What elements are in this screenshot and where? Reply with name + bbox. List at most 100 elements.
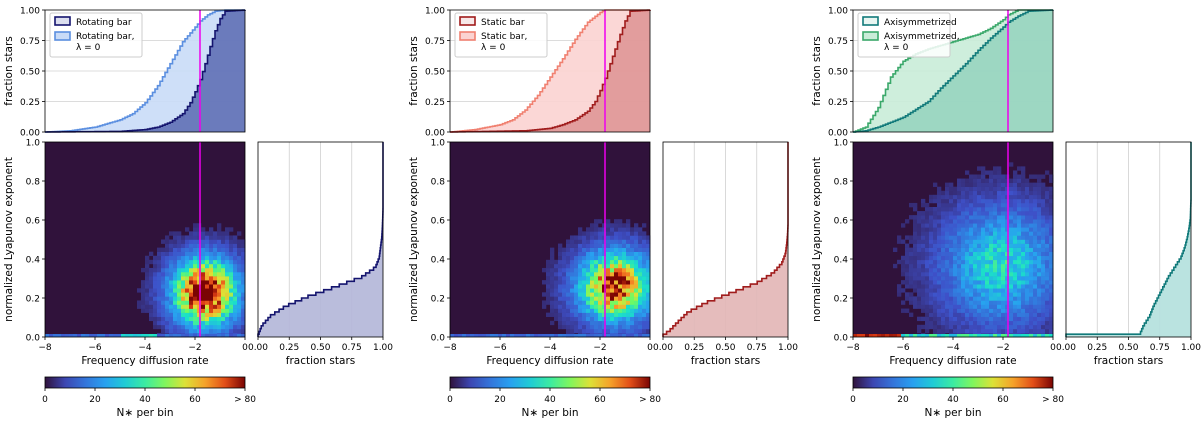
heatmap-cell <box>969 334 974 337</box>
heatmap-cell <box>225 304 230 309</box>
heatmap-cell <box>161 247 166 252</box>
heatmap-cell <box>941 259 946 265</box>
heatmap-cell <box>929 308 934 313</box>
heatmap-cell <box>993 251 998 257</box>
heatmap-cell <box>177 267 182 273</box>
heatmap-cell <box>213 288 218 293</box>
heatmap-cell <box>905 251 910 257</box>
heatmap-cell <box>1049 292 1054 297</box>
heatmap-cell <box>917 328 922 334</box>
heatmap-cell <box>225 328 230 334</box>
heatmap-cell <box>626 292 631 297</box>
heatmap-cell <box>614 239 619 244</box>
heatmap-cell <box>973 308 978 313</box>
legend-box <box>454 12 548 58</box>
heatmap-cell <box>582 251 587 257</box>
heatmap-cell <box>221 284 226 289</box>
heatmap-cell <box>586 328 591 334</box>
heatmap-cell <box>1041 296 1046 301</box>
heatmap-cell <box>913 276 918 281</box>
heatmap-cell <box>965 288 970 293</box>
heatmap-cell <box>241 267 246 273</box>
heatmap-cell <box>953 259 958 265</box>
heatmap-cell <box>997 320 1002 326</box>
heatmap-cell <box>993 227 998 232</box>
heatmap-cell <box>65 334 70 337</box>
heatmap-cell <box>1045 272 1050 277</box>
heatmap-cell <box>1041 263 1046 269</box>
heatmap-cell <box>1029 292 1034 297</box>
heatmap-cell <box>1041 174 1046 179</box>
heatmap-cell <box>546 259 551 265</box>
heatmap-cell <box>989 272 994 277</box>
heatmap-cell <box>1021 296 1026 301</box>
heatmap-cell <box>1009 251 1014 257</box>
heatmap-cell <box>977 174 982 179</box>
heatmap-cell <box>614 231 619 236</box>
heatmap-cell <box>646 251 651 257</box>
heatmap-cell <box>1037 186 1042 192</box>
heatmap-cell <box>197 276 202 281</box>
heatmap-cell <box>586 292 591 297</box>
heatmap-cell <box>213 296 218 301</box>
heatmap-cell <box>949 272 954 277</box>
heatmap-cell <box>221 316 226 322</box>
heatmap-cell <box>901 288 906 293</box>
heatmap-cell <box>1001 276 1006 281</box>
heatmap-cell <box>642 324 647 330</box>
heatmap-cell <box>1009 292 1014 297</box>
heatmap-cell <box>1017 182 1022 187</box>
heatmap-cell <box>566 276 571 281</box>
heatmap-cell <box>562 247 567 252</box>
heatmap-cell <box>1001 211 1006 216</box>
heatmap-cell <box>574 312 579 317</box>
heatmap-cell <box>173 235 178 240</box>
heatmap-cell <box>598 308 603 313</box>
heatmap-cell <box>1013 296 1018 301</box>
heatmap-cell <box>977 312 982 317</box>
heatmap-cell <box>1029 288 1034 293</box>
heatmap-cell <box>590 276 595 281</box>
heatmap-cell <box>981 202 986 208</box>
heatmap-cell <box>201 259 206 265</box>
heatmap-cell <box>634 288 639 293</box>
heatmap-cell <box>965 198 970 204</box>
heatmap-cell <box>566 239 571 244</box>
heatmap-cell <box>574 320 579 326</box>
y-tick-label: 0.6 <box>431 217 446 227</box>
heatmap-cell <box>997 312 1002 317</box>
heatmap-cell <box>209 296 214 301</box>
heatmap-cell <box>638 235 643 240</box>
heatmap-cell <box>558 300 563 305</box>
heatmap-cell <box>941 211 946 216</box>
heatmap-cell <box>149 292 154 297</box>
heatmap-cell <box>634 267 639 273</box>
heatmap-cell <box>225 312 230 317</box>
heatmap-cell <box>993 247 998 252</box>
heatmap-cell <box>925 235 930 240</box>
colorbar-tick-label: > 80 <box>639 395 661 405</box>
heatmap-cell <box>185 312 190 317</box>
heatmap-cell <box>137 300 142 305</box>
heatmap-cell <box>197 259 202 265</box>
heatmap-cell <box>997 263 1002 269</box>
heatmap-cell <box>1037 328 1042 334</box>
heatmap-cell <box>1029 276 1034 281</box>
heatmap-cell <box>997 186 1002 192</box>
heatmap-cell <box>578 227 583 232</box>
heatmap-cell <box>949 215 954 220</box>
heatmap-cell <box>189 316 194 322</box>
heatmap-cell <box>989 267 994 273</box>
heatmap-cell <box>965 170 970 175</box>
heatmap-cell <box>594 263 599 269</box>
heatmap-cell <box>1001 174 1006 179</box>
heatmap-cell <box>937 231 942 236</box>
heatmap-cell <box>570 304 575 309</box>
heatmap-cell <box>921 316 926 322</box>
colorbar-tick-label: > 80 <box>234 395 256 405</box>
heatmap-cell <box>153 296 158 301</box>
heatmap-cell <box>229 259 234 265</box>
heatmap-cell <box>977 231 982 236</box>
heatmap-cell <box>149 251 154 257</box>
